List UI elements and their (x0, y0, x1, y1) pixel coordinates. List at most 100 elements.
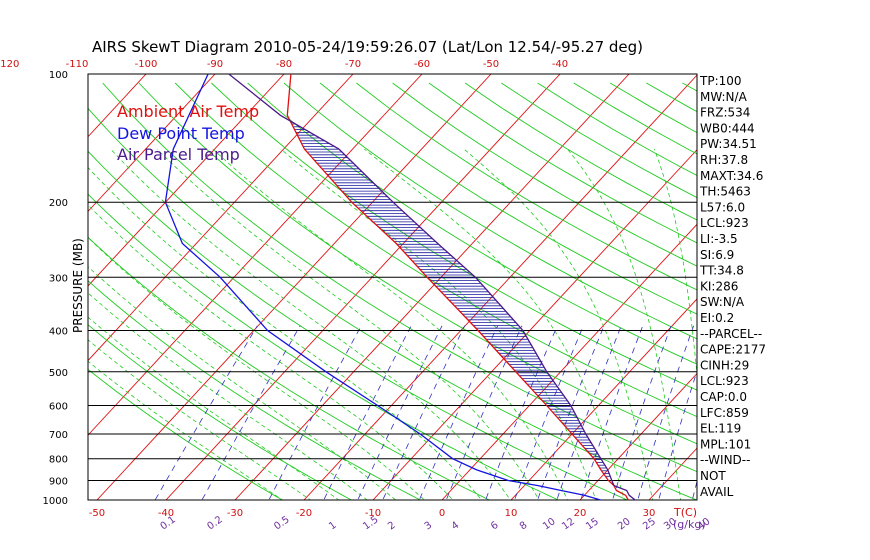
stability-index: AVAIL (700, 485, 734, 499)
mixing-ratio-line (323, 325, 412, 500)
isotherm-line (88, 74, 423, 436)
temp-tick-top: -60 (414, 59, 430, 70)
dry-adiabat-line (755, 83, 870, 509)
temp-tick-top: -90 (207, 59, 223, 70)
stability-index: LCL:923 (700, 374, 749, 388)
dry-adiabat-line (88, 280, 422, 500)
isotherm-line (0, 74, 8, 500)
pressure-tick-label: 700 (49, 430, 68, 441)
temp-tick-bottom: 30 (643, 508, 656, 519)
profile-lines (164, 73, 636, 501)
stability-index: EL:119 (700, 422, 741, 436)
dry-adiabat-line (428, 82, 697, 244)
legend-ambient-air-temp: Ambient Air Temp (117, 102, 259, 121)
mixing-ratio-line (418, 325, 499, 500)
stability-index: NOT (700, 469, 726, 483)
mixing-ratio-line (154, 325, 258, 500)
stability-index: SI:6.9 (700, 248, 734, 262)
pressure-tick-label: 900 (49, 477, 68, 488)
stability-index: CAP:0.0 (700, 390, 747, 404)
isotherm-line (787, 74, 870, 500)
dry-adiabat-line (247, 82, 697, 365)
plot-frame (87, 73, 698, 501)
mixing-ratio-label: 20 (616, 516, 633, 532)
mixing-ratio-line (445, 325, 523, 500)
temp-tick-top: -110 (66, 59, 89, 70)
temp-tick-bottom: 10 (505, 508, 518, 519)
chart-title: AIRS SkewT Diagram 2010-05-24/19:59:26.0… (92, 38, 643, 56)
background-grid (0, 73, 870, 509)
dry-adiabat-line (319, 82, 697, 315)
dry-adiabat-line (88, 368, 284, 500)
mixing-ratio-label: 3 (423, 520, 435, 533)
moist-adiabat-line (463, 148, 654, 500)
pressure-tick-label: 400 (49, 327, 68, 338)
stability-index: MAXT:34.6 (700, 169, 763, 183)
temp-tick-top: -80 (276, 59, 292, 70)
dry-adiabat-line (646, 82, 697, 113)
dry-adiabat-line (88, 150, 629, 500)
dry-adiabat-line (791, 83, 870, 509)
isotherm-line (165, 74, 561, 500)
isotherm-line (88, 74, 216, 213)
stability-index: RH:37.8 (700, 153, 748, 167)
series-air-parcel-temp (228, 73, 636, 501)
mixing-ratio-line (382, 325, 466, 500)
moist-adiabat-line (156, 148, 540, 500)
mixing-ratio-label: 2 (386, 520, 398, 533)
isotherm-line (88, 74, 354, 362)
mixing-ratio-line (268, 325, 362, 500)
mixing-ratio-line (357, 325, 443, 500)
mixing-ratio-label: 15 (584, 516, 601, 532)
mixing-ratio-label: 4 (450, 520, 462, 533)
cape-hatching (290, 120, 611, 477)
isotherm-line (372, 149, 697, 500)
stability-index: LCL:923 (700, 216, 749, 230)
mixing-ratio-label: 0.5 (272, 514, 291, 532)
stability-index: L57:6.0 (700, 200, 745, 214)
stability-index: FRZ:534 (700, 106, 750, 120)
stability-index: --WIND-- (700, 453, 750, 467)
isotherm-line (303, 74, 697, 500)
dry-adiabat-line (102, 82, 697, 473)
isotherm-line (579, 372, 697, 500)
temp-tick-bottom: 20 (574, 508, 587, 519)
stability-index: EI:0.2 (700, 311, 734, 325)
dry-adiabat-line (356, 82, 697, 291)
temp-tick-top: -40 (552, 59, 568, 70)
temp-tick-bottom: -30 (227, 508, 243, 519)
stability-index: MPL:101 (700, 437, 751, 451)
stability-index: SW:N/A (700, 295, 745, 309)
series-dew-point-temp (164, 73, 601, 501)
labels: AIRS SkewT Diagram 2010-05-24/19:59:26.0… (71, 38, 706, 531)
pressure-tick-label: 500 (49, 368, 68, 379)
temp-tick-top: -120 (0, 59, 19, 70)
dry-adiabat-line (211, 82, 697, 391)
dry-adiabat-line (501, 82, 697, 199)
pressure-tick-label: 1000 (43, 496, 68, 507)
dry-adiabat-line (88, 107, 697, 500)
mixing-ratio-label: 10 (541, 516, 558, 532)
dry-adiabat-line (283, 82, 697, 340)
dry-adiabat-line (464, 82, 697, 221)
moist-adiabat-line (88, 204, 454, 500)
x-axis-unit-label: T(C) (673, 506, 697, 519)
legend-dew-point-temp: Dew Point Temp (117, 124, 245, 143)
stability-index: MW:N/A (700, 90, 748, 104)
mixing-ratio-label: 0.2 (205, 514, 224, 532)
moist-adiabat-line (364, 148, 625, 500)
temp-tick-top: -50 (483, 59, 499, 70)
temp-tick-bottom: -40 (158, 508, 174, 519)
temp-tick-top: -70 (345, 59, 361, 70)
mixing-ratio-label: 1 (327, 520, 339, 533)
dry-adiabat-line (828, 83, 870, 509)
temp-tick-bottom: -20 (296, 508, 312, 519)
temp-tick-bottom: 0 (439, 508, 445, 519)
dry-adiabat-line (864, 83, 870, 509)
stability-index: CINH:29 (700, 358, 749, 372)
stability-index: TT:34.8 (699, 264, 744, 278)
stability-index: WB0:444 (700, 121, 755, 135)
pressure-tick-label: 800 (49, 455, 68, 466)
